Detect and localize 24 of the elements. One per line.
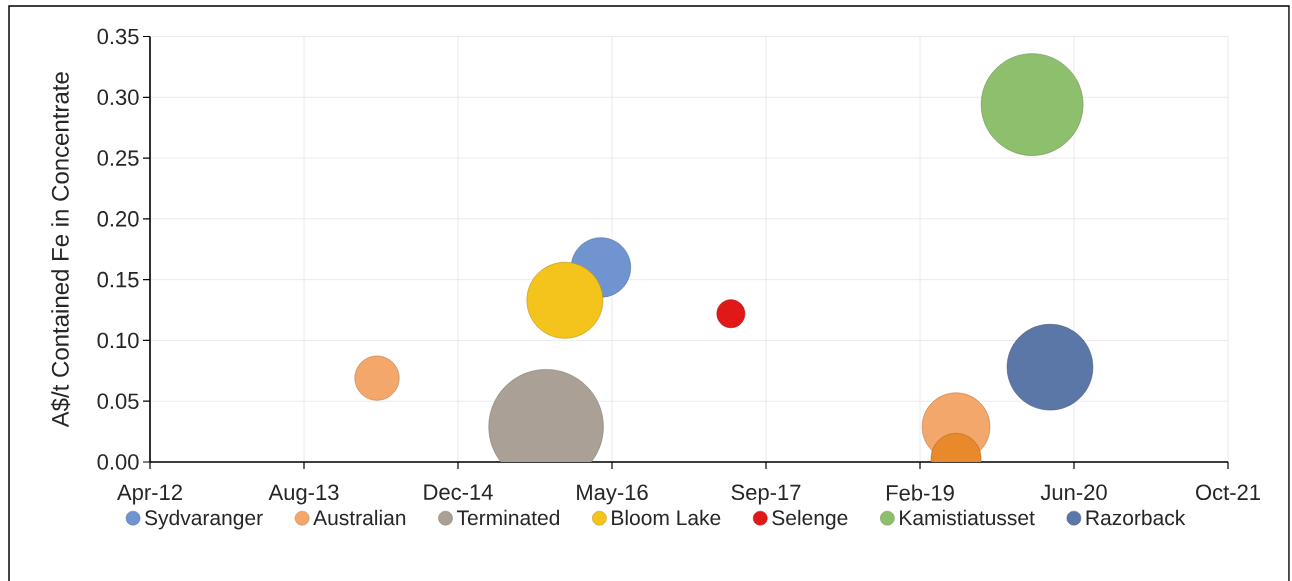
legend-label: Razorback <box>1086 509 1186 526</box>
x-tick-label: Sep-17 <box>731 484 801 505</box>
x-tick-label: Oct-21 <box>1196 484 1260 501</box>
legend-label: Kamistiatusset <box>900 509 1035 526</box>
x-tick-label: May-16 <box>577 484 648 505</box>
y-tick-label: 0.00 <box>97 454 139 470</box>
y-tick-label: 0.20 <box>97 211 139 227</box>
legend-label: Terminated <box>456 509 560 526</box>
y-tick-label: 0.35 <box>97 28 139 45</box>
x-tick-label: Jun-20 <box>1040 484 1107 501</box>
x-tick-label: Apr-12 <box>117 484 182 505</box>
legend-label: Australian <box>313 509 406 526</box>
legend-label: Selenge <box>772 509 848 530</box>
x-tick-label: Aug-13 <box>268 484 339 505</box>
x-tick-label: Feb-19 <box>886 484 954 501</box>
y-tick-label: 0.10 <box>97 332 139 349</box>
y-axis-title: A$/t Contained Fe in Concentrate <box>50 72 71 428</box>
y-tick-label: 0.30 <box>97 89 139 106</box>
y-tick-label: 0.25 <box>97 150 139 166</box>
y-tick-label: 0.05 <box>97 393 139 410</box>
y-tick-label: 0.15 <box>97 271 139 288</box>
legend-label: Sydvaranger <box>145 509 263 530</box>
legend-label: Bloom Lake <box>612 509 721 526</box>
x-tick-label: Dec-14 <box>424 484 493 500</box>
